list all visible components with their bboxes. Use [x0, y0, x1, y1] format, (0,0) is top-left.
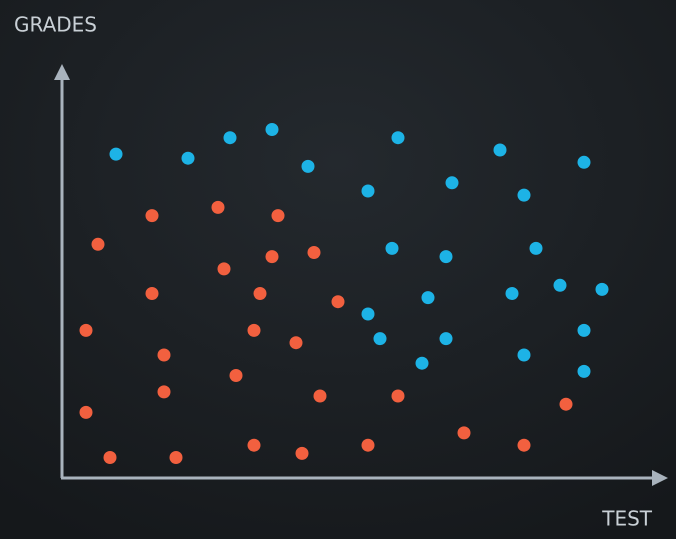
point	[385, 241, 399, 255]
point	[595, 282, 609, 296]
point	[517, 188, 531, 202]
point	[271, 209, 285, 223]
point	[361, 184, 375, 198]
point	[439, 250, 453, 264]
point	[493, 143, 507, 157]
point	[307, 246, 321, 259]
point	[157, 385, 171, 399]
point	[289, 336, 303, 350]
point	[109, 147, 123, 161]
point	[577, 155, 591, 169]
point	[457, 426, 471, 440]
point	[157, 348, 171, 362]
x-axis-label: TEST	[601, 507, 653, 531]
point	[529, 241, 543, 255]
point	[223, 131, 237, 145]
point	[229, 369, 243, 382]
point	[553, 278, 567, 292]
point	[247, 438, 261, 452]
y-axis-label: GRADES	[14, 13, 97, 37]
point	[103, 451, 117, 464]
point	[145, 287, 159, 300]
point	[313, 389, 327, 403]
point	[295, 446, 309, 460]
point	[559, 397, 573, 411]
point	[421, 291, 435, 305]
point	[211, 200, 225, 214]
point	[181, 151, 195, 165]
point	[505, 287, 519, 300]
point	[145, 209, 159, 223]
point	[79, 405, 93, 419]
point	[217, 262, 231, 276]
point	[79, 323, 93, 337]
point	[361, 438, 375, 452]
point	[265, 250, 279, 264]
point	[247, 323, 261, 337]
point	[415, 356, 429, 370]
point	[439, 332, 453, 346]
point	[517, 348, 531, 362]
y-axis-arrow	[54, 64, 70, 80]
point	[391, 389, 405, 403]
point	[169, 451, 183, 464]
point	[301, 159, 315, 173]
point	[331, 295, 345, 309]
point	[577, 323, 591, 337]
point	[373, 332, 387, 346]
point	[91, 237, 105, 251]
point	[391, 131, 405, 145]
x-axis-arrow	[652, 470, 668, 486]
point	[361, 307, 375, 321]
point	[517, 438, 531, 452]
point	[265, 123, 279, 136]
point	[253, 287, 267, 300]
point	[445, 176, 459, 190]
point	[577, 364, 591, 378]
